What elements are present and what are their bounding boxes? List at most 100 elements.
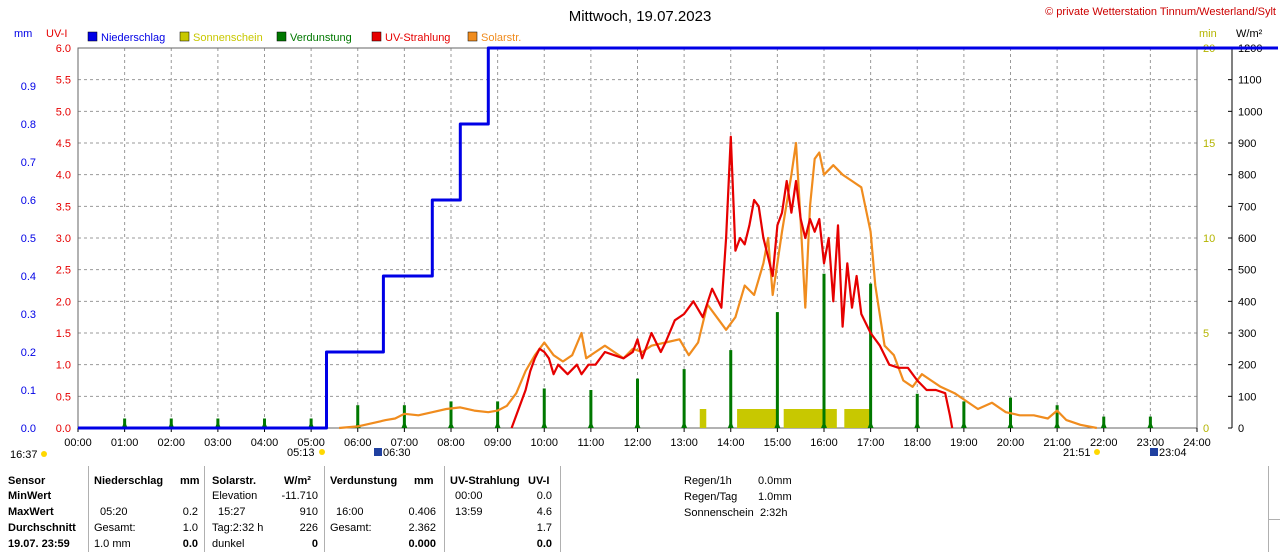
evap-header: Verdunstung (330, 475, 398, 487)
x-tick-label: 05:00 (297, 437, 325, 449)
evaporation-marker (168, 421, 175, 428)
uv-avg-value: 1.7 (536, 522, 552, 534)
moonrise-icon (374, 448, 382, 456)
legend-label: Niederschlag (101, 32, 165, 44)
x-tick-label: 15:00 (764, 437, 792, 449)
sunshine-bar (858, 409, 865, 428)
solar-current: 0 (311, 538, 318, 550)
rain-day-total: 1.0 mm (94, 538, 131, 550)
y-tick-label-mm: 0.0 (21, 423, 36, 435)
elevation-label: Elevation (212, 490, 258, 502)
legend-swatch (179, 31, 190, 42)
table-divider (560, 466, 561, 552)
sunshine-bar (848, 409, 856, 428)
sunshine-bar (699, 409, 707, 428)
x-tick-label: 13:00 (670, 437, 698, 449)
y-tick-label-mm: 0.9 (21, 81, 36, 93)
x-tick-label: 02:00 (157, 437, 185, 449)
y-tick-label-uv: 1.5 (56, 328, 71, 340)
evaporation-bar (496, 401, 500, 428)
copyright-text: © private Wetterstation Tinnum/Westerlan… (1045, 6, 1276, 18)
uv-min-time: 00:00 (455, 490, 483, 502)
evaporation-bar (542, 388, 546, 428)
sunshine-bar (746, 409, 753, 428)
evap-current: 0.000 (408, 538, 436, 550)
precipitation-line (78, 46, 1197, 430)
x-tick-label: 18:00 (903, 437, 931, 449)
sunshine-bar (853, 409, 861, 428)
solar-state: dunkel (212, 538, 245, 550)
row-label-min: MinWert (8, 490, 52, 502)
sunset-label: 21:51 (1063, 447, 1091, 459)
sunshine-bar (788, 409, 795, 428)
evaporation-marker (587, 421, 594, 428)
rain-1h-label: Regen/1h (684, 475, 732, 487)
axis-unit-min: min (1199, 28, 1217, 40)
row-label-now: 19.07. 23:59 (8, 538, 70, 550)
legend-label: UV-Strahlung (385, 32, 450, 44)
time-left-label: 16:37 (10, 449, 38, 461)
evaporation-bar (729, 350, 733, 428)
sunshine-bar (844, 409, 851, 428)
y-tick-label-uv: 3.5 (56, 201, 71, 213)
uv-unit: UV-I (528, 475, 550, 487)
evaporation-marker (1147, 421, 1154, 428)
x-tick-label: 03:00 (204, 437, 232, 449)
sunshine-bar (797, 409, 805, 428)
evap-total-value: 2.362 (408, 522, 436, 534)
y-tick-label-wm2: 700 (1238, 201, 1256, 213)
evaporation-marker (681, 421, 688, 428)
evaporation-bar (636, 378, 639, 428)
solar-radiation-line (339, 141, 1098, 430)
rain-current: 0.0 (182, 538, 198, 550)
sunshine-bar (816, 409, 823, 428)
x-tick-label: 09:00 (484, 437, 512, 449)
uv-max-value: 4.6 (536, 506, 552, 518)
legend-label: Solarstr. (481, 32, 521, 44)
legend-label: Verdunstung (290, 32, 352, 44)
y-tick-label-min: 5 (1203, 328, 1209, 340)
y-tick-label-uv: 5.0 (56, 106, 71, 118)
time-markers: 16:37 05:13 06:30 21:51 23:04 (10, 447, 1187, 461)
y-tick-label-min: 15 (1203, 138, 1215, 150)
legend-swatch (467, 31, 478, 42)
evap-max-time: 16:00 (336, 506, 364, 518)
sunshine-bar (862, 409, 870, 428)
axis-unit-uv: UV-I (46, 28, 67, 40)
y-tick-label-mm: 0.3 (21, 309, 36, 321)
y-tick-label-wm2: 400 (1238, 296, 1256, 308)
sunrise-label: 05:13 (287, 447, 315, 459)
evaporation-marker (261, 421, 268, 428)
evaporation-bar (869, 283, 873, 428)
evap-total-label: Gesamt: (330, 522, 372, 534)
evaporation-marker (308, 421, 315, 428)
y-tick-label-wm2: 500 (1238, 265, 1256, 277)
x-tick-label: 14:00 (717, 437, 745, 449)
evaporation-marker (774, 421, 781, 428)
rain-max-time: 05:20 (100, 506, 128, 518)
y-tick-label-uv: 4.0 (56, 170, 71, 182)
sunshine-bar (811, 409, 819, 428)
table-divider (88, 466, 89, 552)
elevation-value: -11.710 (281, 490, 319, 502)
legend: Niederschlag Sonnenschein Verdunstung UV-St… (87, 31, 521, 44)
sunshine-label: Sonnenschein (684, 507, 754, 519)
grid (77, 47, 1198, 429)
sunshine-bar (825, 409, 833, 428)
y-tick-label-uv: 5.5 (56, 75, 71, 87)
y-tick-label-mm: 0.2 (21, 347, 36, 359)
evaporation-bar (915, 393, 919, 428)
row-label-avg: Durchschnitt (8, 522, 76, 534)
evaporation-bar (589, 390, 593, 428)
legend-swatch (87, 31, 98, 42)
solar-day-label: Tag:2:32 h (212, 522, 264, 534)
evaporation-marker (867, 421, 874, 428)
legend-swatch (371, 31, 382, 42)
y-tick-label-wm2: 800 (1238, 170, 1256, 182)
evaporation-marker (401, 421, 408, 428)
rain-total-value: 1.0 (182, 522, 198, 534)
row-label-max: MaxWert (8, 506, 54, 518)
sunshine-bar (830, 409, 837, 428)
evaporation-marker (634, 421, 641, 428)
y-tick-label-wm2: 200 (1238, 360, 1256, 372)
